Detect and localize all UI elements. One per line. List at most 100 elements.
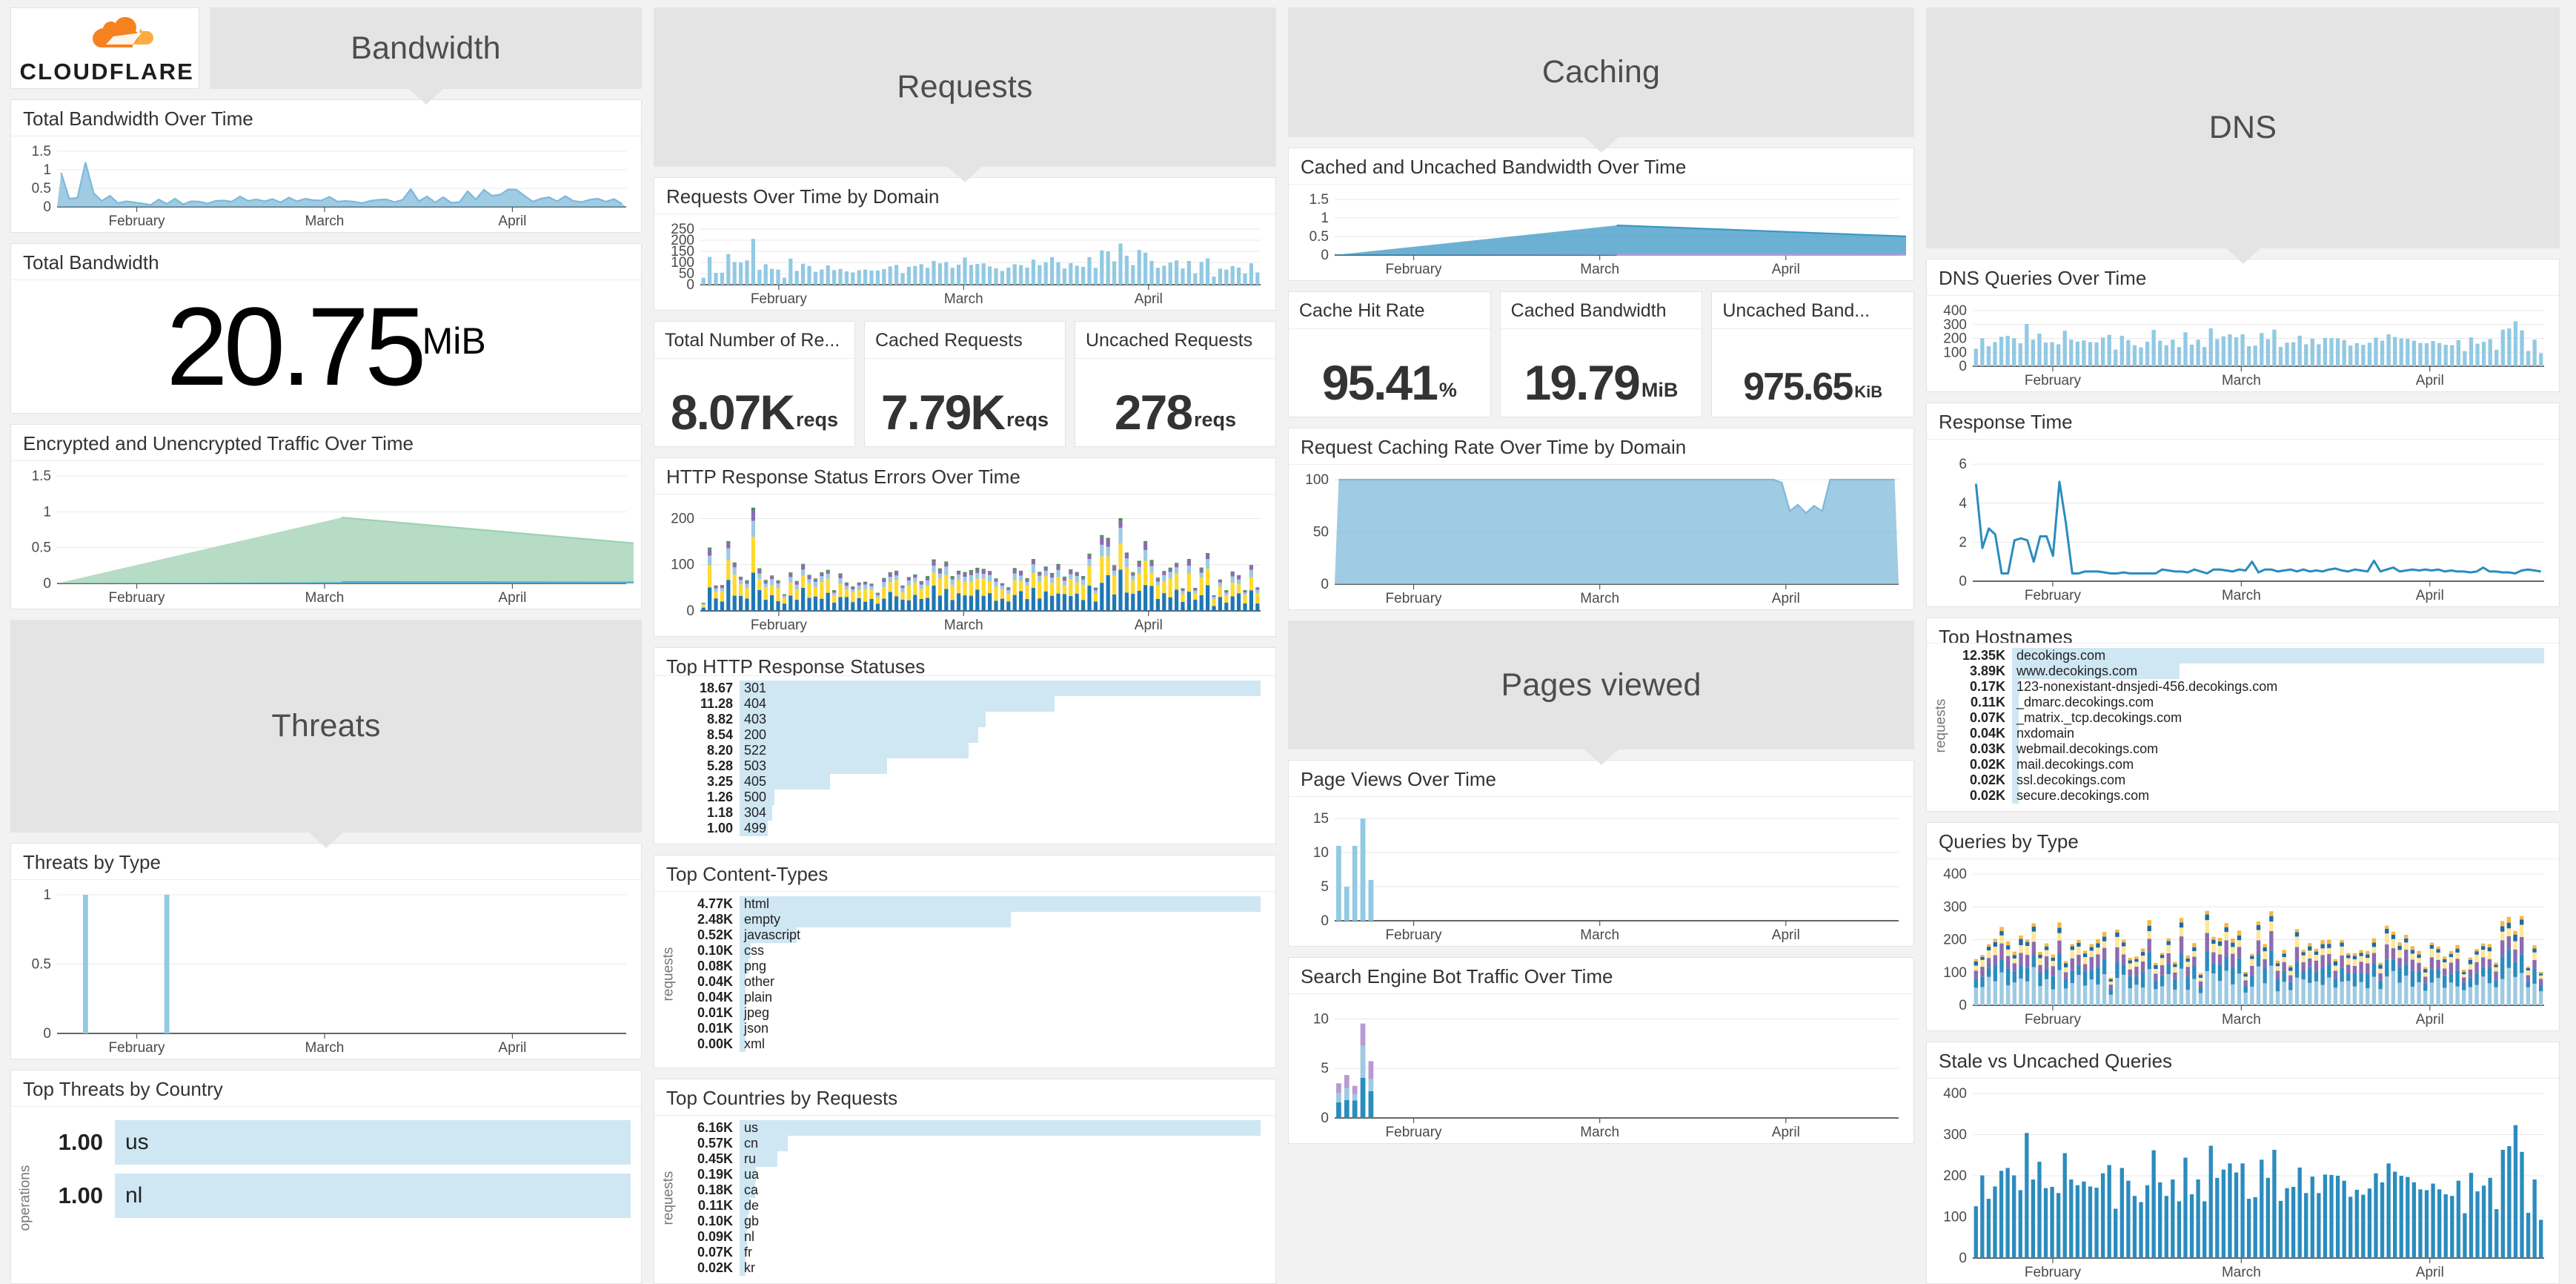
list-item[interactable]: 6.16K us xyxy=(678,1120,1261,1136)
kpi-uncached-bandwidth[interactable]: Uncached Band... 975.65 KiB xyxy=(1711,291,1915,417)
svg-text:100: 100 xyxy=(671,255,694,271)
total-bandwidth-unit: MiB xyxy=(422,320,486,362)
list-item[interactable]: 8.54 200 xyxy=(678,727,1261,743)
rank-bar: de xyxy=(740,1198,1261,1214)
list-item[interactable]: 0.45K ru xyxy=(678,1151,1261,1167)
list-item[interactable]: 0.04K other xyxy=(678,974,1261,990)
list-item[interactable]: 0.02K ssl.decokings.com xyxy=(1951,772,2544,788)
list-item[interactable]: 3.89K www.decokings.com xyxy=(1951,663,2544,679)
svg-text:0: 0 xyxy=(43,1026,51,1042)
rank-label: _dmarc.decokings.com xyxy=(2016,695,2154,709)
panel-total-bandwidth: Total Bandwidth 20.75 MiB xyxy=(10,243,642,414)
list-item[interactable]: 0.07K fr xyxy=(678,1245,1261,1260)
list-item[interactable]: 8.20 522 xyxy=(678,743,1261,758)
list-item[interactable]: 4.77K html xyxy=(678,896,1261,912)
list-item[interactable]: 1.26 500 xyxy=(678,790,1261,805)
list-item[interactable]: 12.35K decokings.com xyxy=(1951,648,2544,663)
list-item[interactable]: 0.04K plain xyxy=(678,990,1261,1005)
list-item[interactable]: 0.11K de xyxy=(678,1198,1261,1214)
list-item[interactable]: 1.00 499 xyxy=(678,821,1261,836)
kpi-total-requests[interactable]: Total Number of Re... 8.07K reqs xyxy=(654,321,855,447)
list-item[interactable]: 3.25 405 xyxy=(678,774,1261,790)
svg-text:150: 150 xyxy=(671,244,694,259)
rank-value: 0.02K xyxy=(697,1260,733,1275)
list-item[interactable]: 8.82 403 xyxy=(678,712,1261,727)
svg-text:0.5: 0.5 xyxy=(1309,229,1329,245)
rank-label: 301 xyxy=(744,681,767,695)
list-item[interactable]: 0.01K json xyxy=(678,1021,1261,1036)
list-item[interactable]: 0.09K nl xyxy=(678,1229,1261,1245)
panel-dns-queries: DNS Queries Over Time 0 100 200 300 400 Febru… xyxy=(1926,259,2560,392)
rank-bar: us xyxy=(740,1120,1261,1136)
svg-text:April: April xyxy=(2416,373,2444,388)
list-item[interactable]: 0.03K webmail.decokings.com xyxy=(1951,741,2544,757)
list-item[interactable]: 1.18 304 xyxy=(678,805,1261,821)
svg-text:April: April xyxy=(2416,1265,2444,1280)
list-item[interactable]: 0.52K javascript xyxy=(678,927,1261,943)
rank-value: 18.67 xyxy=(699,681,733,695)
panel-title: Response Time xyxy=(1927,403,2559,440)
rank-value: 0.02K xyxy=(1969,788,2005,803)
rank-bar: json xyxy=(740,1021,1261,1036)
svg-text:400: 400 xyxy=(1943,303,1967,319)
list-item[interactable]: 2.48K empty xyxy=(678,912,1261,927)
rank-value: 0.02K xyxy=(1969,772,2005,787)
kpi-uncached-requests[interactable]: Uncached Requests 278 reqs xyxy=(1075,321,1276,447)
list-item[interactable]: 0.02K kr xyxy=(678,1260,1261,1276)
kpi-cached-requests[interactable]: Cached Requests 7.79K reqs xyxy=(864,321,1066,447)
rank-label: nxdomain xyxy=(2016,726,2075,741)
rank-value: 2.48K xyxy=(697,912,733,927)
rank-bar: png xyxy=(740,959,1261,974)
kpi-cached-bandwidth[interactable]: Cached Bandwidth 19.79 MiB xyxy=(1499,291,1703,417)
rank-label: jpeg xyxy=(744,1005,770,1020)
list-item[interactable]: 18.67 301 xyxy=(678,681,1261,696)
panel-cached-uncached-bandwidth: Cached and Uncached Bandwidth Over Time … xyxy=(1288,147,1914,281)
axis-label-requests: requests xyxy=(660,947,676,1002)
list-item[interactable]: 0.57K cn xyxy=(678,1136,1261,1151)
svg-text:April: April xyxy=(2416,588,2444,603)
list-item[interactable]: 1.00 nl xyxy=(35,1174,631,1218)
panel-title: Top Countries by Requests xyxy=(654,1079,1275,1116)
list-item[interactable]: 0.17K 123-nonexistant-dnsjedi-456.decokin… xyxy=(1951,679,2544,695)
list-item[interactable]: 0.01K jpeg xyxy=(678,1005,1261,1021)
cloudflare-logo: CLOUDFLARE xyxy=(10,7,199,89)
chart-http-errors: 0 100 200 February March April xyxy=(662,499,1268,633)
rank-value: 11.28 xyxy=(700,696,733,711)
kpi-cache-hit-rate[interactable]: Cache Hit Rate 95.41% xyxy=(1288,291,1491,417)
list-item[interactable]: 0.00K xml xyxy=(678,1036,1261,1052)
list-item[interactable]: 11.28 404 xyxy=(678,696,1261,712)
rank-value: 8.54 xyxy=(706,727,733,742)
list-item[interactable]: 0.11K _dmarc.decokings.com xyxy=(1951,695,2544,710)
list-item[interactable]: 0.04K nxdomain xyxy=(1951,726,2544,741)
list-item[interactable]: 0.18K ca xyxy=(678,1182,1261,1198)
list-item[interactable]: 0.02K secure.decokings.com xyxy=(1951,788,2544,804)
rank-value: 8.82 xyxy=(706,712,733,727)
rank-bar: 503 xyxy=(740,758,1261,774)
rank-label: png xyxy=(744,959,767,973)
kpi-unit: reqs xyxy=(1194,408,1237,431)
ranked-list-top-countries: 6.16K us 0.57K cn 0.45K ru 0.19K ua 0.18K ca 0.11K… xyxy=(678,1120,1261,1276)
rank-label: kr xyxy=(744,1260,755,1275)
rank-value: 0.07K xyxy=(1969,710,2005,725)
list-item[interactable]: 0.10K css xyxy=(678,943,1261,959)
svg-text:March: March xyxy=(1580,262,1619,277)
rank-bar: nl xyxy=(740,1229,1261,1245)
list-item[interactable]: 1.00 us xyxy=(35,1120,631,1165)
svg-text:100: 100 xyxy=(1305,472,1329,488)
rank-bar: 403 xyxy=(740,712,1261,727)
svg-text:April: April xyxy=(2416,1012,2444,1027)
list-item[interactable]: 0.08K png xyxy=(678,959,1261,974)
list-item[interactable]: 0.07K _matrix._tcp.decokings.com xyxy=(1951,710,2544,726)
rank-bar: ua xyxy=(740,1167,1261,1182)
svg-text:0: 0 xyxy=(1959,574,1967,589)
list-item[interactable]: 0.02K mail.decokings.com xyxy=(1951,757,2544,772)
rank-value: 0.03K xyxy=(1969,741,2005,756)
svg-text:1: 1 xyxy=(1321,211,1329,226)
list-item[interactable]: 0.19K ua xyxy=(678,1167,1261,1182)
rank-label: webmail.decokings.com xyxy=(2016,741,2159,756)
section-title-bandwidth: Bandwidth xyxy=(351,30,501,66)
list-item[interactable]: 0.10K gb xyxy=(678,1214,1261,1229)
rank-label: javascript xyxy=(744,927,801,942)
bandwidth-banner-row: CLOUDFLARE Bandwidth xyxy=(10,7,642,89)
list-item[interactable]: 5.28 503 xyxy=(678,758,1261,774)
